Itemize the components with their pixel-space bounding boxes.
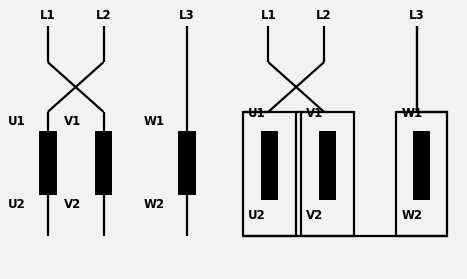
Text: W1: W1 [402,107,423,120]
Text: W2: W2 [402,209,423,222]
Text: V1: V1 [64,116,81,128]
Bar [243,112,296,236]
Bar [261,131,278,200]
Bar [178,131,196,195]
Text: V2: V2 [306,209,324,222]
Text: V1: V1 [306,107,324,120]
Text: U1: U1 [248,107,266,120]
Text: W2: W2 [144,198,165,211]
Bar [413,131,430,200]
Text: V2: V2 [64,198,81,211]
Text: L1: L1 [40,9,56,22]
Text: L1: L1 [261,9,276,22]
Text: U2: U2 [248,209,266,222]
Text: L3: L3 [179,9,195,22]
Text: L2: L2 [316,9,332,22]
Text: W1: W1 [144,116,165,128]
Bar [396,112,447,236]
Bar [39,131,57,195]
Bar [301,112,354,236]
Text: U1: U1 [8,116,26,128]
Text: L2: L2 [96,9,111,22]
Bar [318,131,336,200]
Text: U2: U2 [8,198,26,211]
Bar [95,131,113,195]
Text: L3: L3 [409,9,425,22]
